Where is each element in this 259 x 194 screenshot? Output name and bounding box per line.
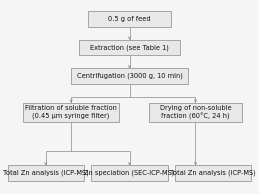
FancyBboxPatch shape [88, 11, 171, 27]
Text: 0.5 g of feed: 0.5 g of feed [108, 16, 151, 22]
Text: Filtration of soluble fraction
(0.45 μm syringe filter): Filtration of soluble fraction (0.45 μm … [25, 105, 117, 119]
Text: Total Zn analysis (ICP-MS): Total Zn analysis (ICP-MS) [3, 170, 89, 176]
FancyBboxPatch shape [79, 40, 180, 55]
FancyBboxPatch shape [91, 165, 168, 181]
Text: Drying of non-soluble
fraction (60°C, 24 h): Drying of non-soluble fraction (60°C, 24… [160, 105, 231, 120]
FancyBboxPatch shape [8, 165, 84, 181]
FancyBboxPatch shape [23, 103, 119, 122]
FancyBboxPatch shape [149, 103, 242, 122]
Text: Centrifugation (3000 g, 10 min): Centrifugation (3000 g, 10 min) [77, 73, 182, 79]
Text: Extraction (see Table 1): Extraction (see Table 1) [90, 44, 169, 51]
Text: Zn speciation (SEC-ICP-MS): Zn speciation (SEC-ICP-MS) [84, 170, 175, 176]
FancyBboxPatch shape [175, 165, 251, 181]
FancyBboxPatch shape [71, 68, 188, 84]
Text: Total Zn analysis (ICP-MS): Total Zn analysis (ICP-MS) [170, 170, 256, 176]
